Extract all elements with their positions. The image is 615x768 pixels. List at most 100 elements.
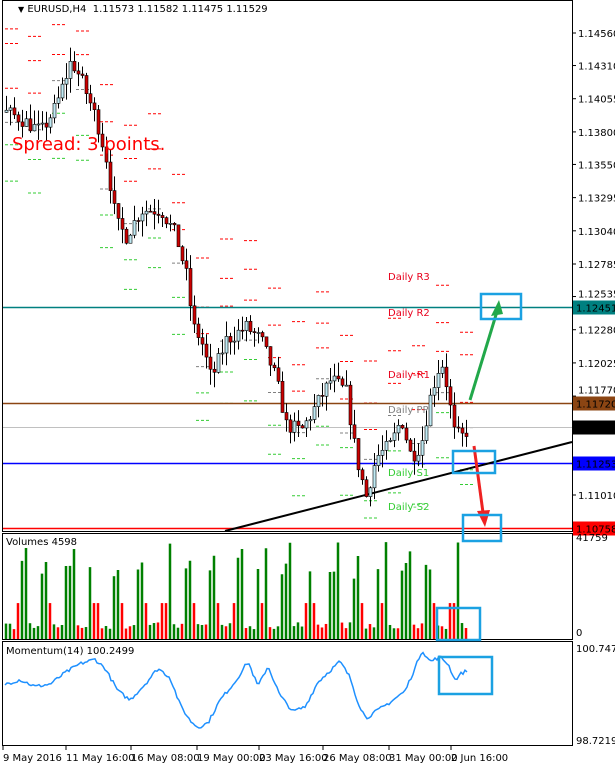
candle — [168, 214, 173, 232]
candle-body — [404, 427, 409, 441]
candle — [116, 203, 121, 231]
candle — [360, 467, 365, 485]
candle — [40, 111, 45, 131]
candle-body — [268, 346, 273, 366]
candle — [420, 426, 425, 468]
candle — [232, 326, 237, 355]
candle — [156, 199, 161, 224]
candle-body — [380, 449, 385, 456]
annotation-box — [479, 292, 523, 321]
candle — [160, 212, 165, 228]
candle-body — [52, 103, 57, 119]
candle-body — [324, 382, 329, 397]
price-axis-label: 1.14055 — [578, 95, 615, 106]
candle — [284, 403, 289, 432]
candle — [240, 316, 245, 340]
time-axis-label: 2 Jun 16:00 — [451, 753, 508, 764]
candle — [452, 392, 457, 439]
candle-body — [56, 97, 61, 104]
candle — [108, 149, 113, 204]
candle-body — [308, 419, 313, 422]
dropdown-triangle-icon[interactable]: ▼ — [18, 5, 25, 14]
red-arrow-head — [477, 510, 490, 527]
green-arrow — [468, 304, 501, 401]
candle — [428, 388, 433, 427]
candle — [84, 72, 89, 105]
volume-axis-label: 0 — [576, 628, 582, 639]
candle-body — [420, 440, 425, 456]
candle-body — [376, 455, 381, 466]
candle-body — [328, 380, 333, 384]
candle — [356, 438, 361, 478]
candle-body — [156, 213, 161, 216]
candle — [52, 94, 57, 124]
candle-body — [204, 343, 209, 358]
time-axis-label: 31 May 00:00 — [389, 753, 458, 764]
candle-body — [188, 268, 193, 307]
candle-body — [28, 118, 33, 132]
candle — [444, 353, 449, 401]
candle-body — [152, 211, 157, 215]
candle-body — [432, 387, 437, 396]
volumes-label: Volumes 4598 — [6, 537, 78, 548]
candle-body — [48, 117, 53, 128]
candle — [20, 109, 25, 138]
candle-body — [228, 336, 233, 343]
candle-body — [128, 234, 133, 244]
candle-body — [448, 386, 453, 406]
candle — [300, 424, 305, 429]
candle-body — [196, 323, 201, 338]
candle-body — [272, 364, 277, 369]
candle-body — [88, 93, 93, 104]
ohlc-values: 1.11573 1.11582 1.11475 1.11529 — [92, 4, 268, 15]
candle — [220, 339, 225, 365]
candle — [424, 410, 429, 444]
candle — [36, 110, 41, 140]
candle — [16, 111, 21, 131]
candle-body — [284, 412, 289, 421]
pivot-label: Daily-R1 — [388, 370, 430, 381]
candle-body — [428, 394, 433, 427]
green-arrow-head — [491, 300, 503, 316]
candle-body — [92, 102, 97, 110]
candle — [404, 422, 409, 444]
candle — [216, 347, 221, 374]
candle-body — [408, 439, 413, 452]
price-axis-label: 1.14310 — [578, 62, 615, 73]
candle — [212, 361, 217, 388]
candle — [340, 376, 345, 388]
time-axis-label: 11 May 16:00 — [66, 753, 135, 764]
candle-body — [224, 336, 229, 354]
candle — [412, 438, 417, 475]
candle — [236, 319, 241, 350]
candle — [256, 327, 261, 344]
candle-body — [20, 121, 25, 127]
candle — [72, 51, 77, 73]
candle — [200, 328, 205, 356]
candle-body — [352, 424, 357, 439]
level-price-tag — [573, 300, 615, 315]
candle — [348, 381, 353, 440]
level-price-label: 1.10758 — [576, 525, 615, 536]
momentum-axis-label: 98.7219 — [576, 736, 615, 747]
candle — [276, 356, 281, 385]
candle-body — [164, 217, 169, 225]
candle-body — [320, 395, 325, 397]
time-axis-label: 26 May 08:00 — [323, 753, 392, 764]
pivot-label: Daily-S2 — [388, 502, 429, 513]
price-axis-label: 1.13800 — [578, 128, 615, 139]
time-axis-label: 19 May 00:00 — [197, 753, 266, 764]
candle-body — [16, 114, 21, 123]
candle — [204, 334, 209, 369]
candle-body — [208, 356, 213, 370]
candle-body — [172, 223, 177, 226]
candle — [296, 410, 301, 438]
candle — [280, 371, 285, 413]
candle-body — [236, 329, 241, 342]
annotation-box — [435, 606, 482, 642]
candle-body — [176, 224, 181, 248]
candle-body — [364, 479, 369, 497]
candle-body — [396, 425, 401, 434]
price-axis-label: 1.12535 — [578, 290, 615, 301]
